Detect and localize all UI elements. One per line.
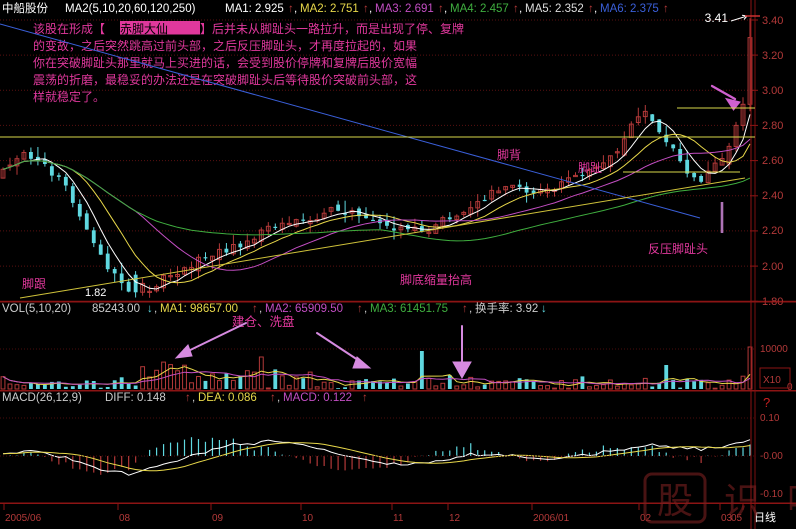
svg-text:VOL(5,10,20): VOL(5,10,20): [2, 303, 71, 315]
svg-text:10: 10: [302, 513, 314, 524]
svg-text:样就稳定了。: 样就稳定了。: [33, 89, 105, 104]
svg-text:MA6: 2.375: MA6: 2.375: [600, 3, 659, 15]
svg-text:你在突破脚趾头那里就马上买进的话，会受到股价停牌和复牌后股价: 你在突破脚趾头那里就马上买进的话，会受到股价停牌和复牌后股价宽幅: [33, 55, 417, 70]
svg-text:MA2(5,10,20,60,120,250): MA2(5,10,20,60,120,250): [65, 3, 196, 15]
svg-text:↓: ↓: [541, 303, 547, 315]
svg-text:?: ?: [763, 395, 770, 410]
svg-text:DEA: 0.086: DEA: 0.086: [198, 392, 257, 404]
svg-text:MA2: 65909.50: MA2: 65909.50: [265, 303, 343, 315]
svg-text:11: 11: [393, 513, 404, 524]
svg-text:MA2: 2.751: MA2: 2.751: [300, 3, 359, 15]
svg-text:85243.00: 85243.00: [92, 303, 140, 315]
svg-text:-0.10: -0.10: [760, 489, 783, 500]
svg-text:10000: 10000: [760, 344, 788, 355]
svg-text:,: ,: [369, 3, 372, 15]
svg-text:,: ,: [259, 303, 262, 315]
svg-text:DIFF: 0.148: DIFF: 0.148: [105, 392, 166, 404]
svg-text:,: ,: [192, 392, 195, 404]
svg-text:,: ,: [154, 303, 157, 315]
svg-text:MA1: 2.925: MA1: 2.925: [225, 3, 284, 15]
svg-text:3.00: 3.00: [762, 85, 783, 97]
svg-text:,: ,: [294, 3, 297, 15]
svg-text:脚趾: 脚趾: [578, 160, 602, 175]
svg-text:09: 09: [212, 513, 224, 524]
svg-text:MA1: 98657.00: MA1: 98657.00: [160, 303, 238, 315]
svg-text:↑: ↑: [438, 3, 444, 15]
svg-text:建仓、洗盘: 建仓、洗盘: [232, 314, 295, 329]
svg-text:,: ,: [594, 3, 597, 15]
svg-text:吧: 吧: [787, 480, 796, 521]
svg-text:MA3: 61451.75: MA3: 61451.75: [370, 303, 448, 315]
svg-text:震荡的折磨，最稳妥的办法还是在突破脚趾头后等待股价突破前头部: 震荡的折磨，最稳妥的办法还是在突破脚趾头后等待股价突破前头部，这: [33, 72, 417, 87]
svg-text:↑: ↑: [663, 3, 669, 15]
svg-text:↑: ↑: [252, 303, 258, 315]
svg-text:MACD(26,12,9): MACD(26,12,9): [2, 392, 82, 404]
svg-text:2.40: 2.40: [762, 190, 783, 202]
svg-text:,: ,: [469, 303, 472, 315]
svg-text:反压脚趾头: 反压脚趾头: [648, 241, 708, 256]
svg-text:↑: ↑: [462, 303, 468, 315]
svg-text:↑: ↑: [288, 3, 294, 15]
svg-text:2.20: 2.20: [762, 225, 783, 237]
svg-text:↑: ↑: [513, 3, 519, 15]
svg-text:,: ,: [444, 3, 447, 15]
svg-text:-0.00: -0.00: [760, 451, 783, 462]
svg-text:MA4: 2.457: MA4: 2.457: [450, 3, 509, 15]
svg-text:脚跟: 脚跟: [22, 276, 46, 291]
svg-text:↓: ↓: [147, 303, 153, 315]
svg-text:2.60: 2.60: [762, 155, 783, 167]
svg-text:↑: ↑: [185, 392, 191, 404]
svg-text:换手率: 3.92: 换手率: 3.92: [475, 301, 538, 315]
svg-text:MA5: 2.352: MA5: 2.352: [525, 3, 584, 15]
svg-text:2005/06: 2005/06: [5, 513, 42, 524]
svg-text:,: ,: [364, 303, 367, 315]
svg-text:3.41: 3.41: [705, 11, 729, 25]
svg-text:3.40: 3.40: [762, 15, 783, 27]
svg-text:识: 识: [724, 480, 760, 521]
svg-text:赤脚大仙: 赤脚大仙: [120, 21, 168, 36]
svg-text:中船股份: 中船股份: [2, 1, 48, 15]
svg-text:MACD: 0.122: MACD: 0.122: [283, 392, 352, 404]
svg-text:,: ,: [277, 392, 280, 404]
svg-text:↑: ↑: [357, 303, 363, 315]
svg-text:08: 08: [119, 513, 131, 524]
svg-text:↑: ↑: [588, 3, 594, 15]
svg-text:该股在形成【: 该股在形成【: [33, 22, 105, 36]
svg-text:3.20: 3.20: [762, 50, 783, 62]
svg-text:MA3: 2.691: MA3: 2.691: [375, 3, 434, 15]
svg-text:,: ,: [519, 3, 522, 15]
svg-text:12: 12: [449, 513, 461, 524]
svg-text:0.10: 0.10: [760, 413, 780, 424]
svg-text:↑: ↑: [270, 392, 276, 404]
svg-text:股: 股: [657, 480, 693, 521]
svg-text:脚底缩量抬高: 脚底缩量抬高: [400, 272, 472, 287]
svg-text:的变故，之后突然跳高过前头部，之后反压脚趾头，才再度拉起的，: 的变故，之后突然跳高过前头部，之后反压脚趾头，才再度拉起的，如果: [33, 38, 417, 53]
svg-text:2.00: 2.00: [762, 261, 783, 273]
svg-text:】后并未从脚趾头一路拉升，而是出现了停、复牌: 】后并未从脚趾头一路拉升，而是出现了停、复牌: [200, 21, 464, 36]
svg-text:2.80: 2.80: [762, 120, 783, 132]
svg-text:2006/01: 2006/01: [533, 513, 570, 524]
svg-text:↑: ↑: [362, 392, 368, 404]
svg-text:X10: X10: [763, 375, 781, 386]
svg-text:脚背: 脚背: [497, 147, 521, 162]
svg-text:↑: ↑: [363, 3, 369, 15]
svg-text:1.82: 1.82: [85, 287, 106, 299]
